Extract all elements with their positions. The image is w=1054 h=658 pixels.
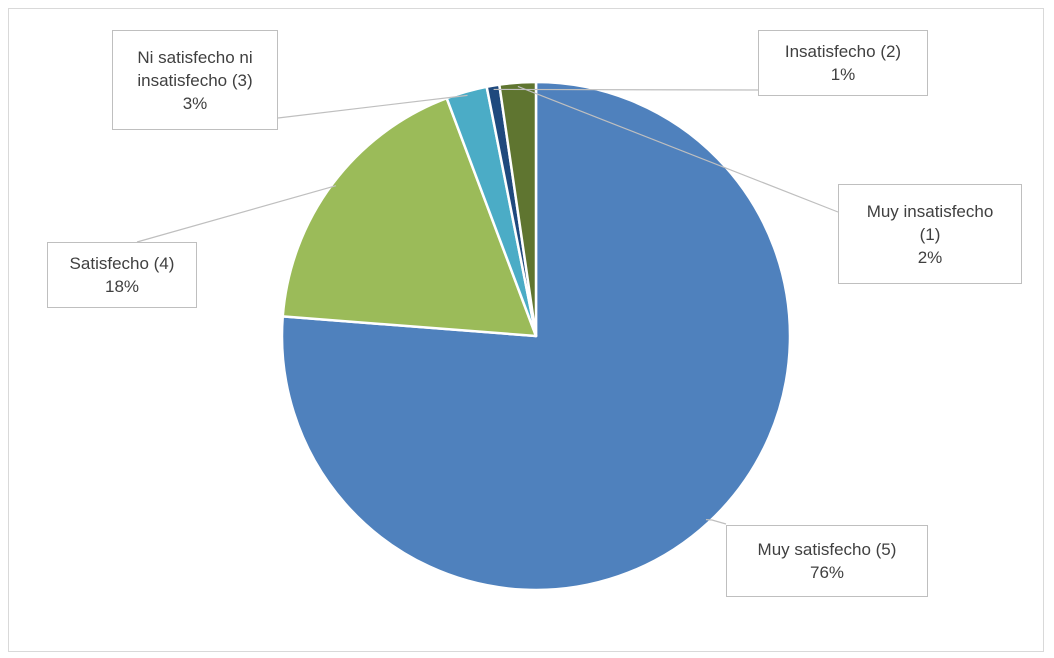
leader-line bbox=[136, 185, 337, 243]
callout-label-line: Satisfecho (4) bbox=[69, 254, 175, 273]
pie-slices bbox=[280, 80, 792, 592]
callout-label-line: insatisfecho (3) bbox=[137, 70, 253, 90]
leader-line bbox=[493, 88, 759, 91]
callout-muy-satisfecho: Muy satisfecho (5) 76% bbox=[726, 525, 928, 597]
leader-line bbox=[277, 94, 468, 119]
leader-line bbox=[705, 519, 727, 525]
callout-ni-satisfecho: Ni satisfecho ni insatisfecho (3) 3% bbox=[112, 30, 278, 130]
leader-line bbox=[517, 85, 839, 213]
callout-satisfecho: Satisfecho (4) 18% bbox=[47, 242, 197, 308]
callout-percent: 2% bbox=[917, 247, 943, 267]
callout-percent: 1% bbox=[830, 65, 856, 84]
callout-percent: 18% bbox=[104, 277, 140, 296]
callout-percent: 3% bbox=[182, 93, 208, 113]
slice-satisfecho bbox=[281, 96, 538, 338]
leader-lines bbox=[136, 85, 839, 525]
callout-percent: 76% bbox=[809, 563, 845, 582]
callout-label-line: Muy insatisfecho bbox=[866, 201, 994, 221]
callout-label-line: Muy satisfecho (5) bbox=[757, 540, 897, 559]
callout-label-line: Ni satisfecho ni bbox=[137, 47, 253, 67]
slice-muy-insatisfecho bbox=[498, 80, 538, 338]
callout-label-line: Insatisfecho (2) bbox=[784, 42, 902, 61]
callout-label-line: (1) bbox=[919, 224, 941, 244]
callout-muy-insatisfecho: Muy insatisfecho (1) 2% bbox=[838, 184, 1022, 284]
callout-insatisfecho: Insatisfecho (2) 1% bbox=[758, 30, 928, 96]
